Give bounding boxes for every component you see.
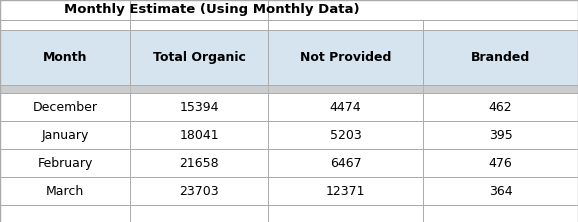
Text: 12371: 12371 [326, 184, 365, 198]
Bar [423, 121, 578, 149]
Text: Not Provided: Not Provided [300, 51, 391, 64]
Text: Month: Month [43, 51, 87, 64]
Bar [0, 149, 130, 177]
Bar [0, 85, 578, 93]
Bar [423, 30, 578, 85]
Bar [423, 93, 578, 121]
Text: Total Organic: Total Organic [153, 51, 246, 64]
Bar [0, 20, 578, 30]
Bar [0, 177, 130, 205]
Text: 4474: 4474 [329, 101, 361, 113]
Bar [268, 177, 423, 205]
Text: 364: 364 [488, 184, 512, 198]
Text: February: February [38, 157, 92, 170]
Bar [130, 93, 268, 121]
Bar [268, 30, 423, 85]
Bar [130, 30, 268, 85]
Text: 21658: 21658 [179, 157, 219, 170]
Text: January: January [41, 129, 88, 141]
Text: 462: 462 [488, 101, 512, 113]
Bar [268, 149, 423, 177]
Text: Branded: Branded [471, 51, 530, 64]
Text: 18041: 18041 [179, 129, 219, 141]
Text: 15394: 15394 [179, 101, 218, 113]
Bar [0, 121, 130, 149]
Text: 476: 476 [488, 157, 512, 170]
Bar [268, 93, 423, 121]
Text: 5203: 5203 [329, 129, 361, 141]
Bar [130, 121, 268, 149]
Bar [130, 149, 268, 177]
Bar [130, 177, 268, 205]
Bar [423, 149, 578, 177]
Bar [0, 93, 130, 121]
Bar [0, 30, 130, 85]
Bar [0, 205, 578, 222]
Text: 6467: 6467 [329, 157, 361, 170]
Text: 23703: 23703 [179, 184, 219, 198]
Text: Monthly Estimate (Using Monthly Data): Monthly Estimate (Using Monthly Data) [64, 4, 360, 16]
Bar [268, 121, 423, 149]
Text: 395: 395 [488, 129, 512, 141]
Bar [0, 0, 578, 20]
Text: December: December [32, 101, 98, 113]
Text: March: March [46, 184, 84, 198]
Bar [423, 177, 578, 205]
